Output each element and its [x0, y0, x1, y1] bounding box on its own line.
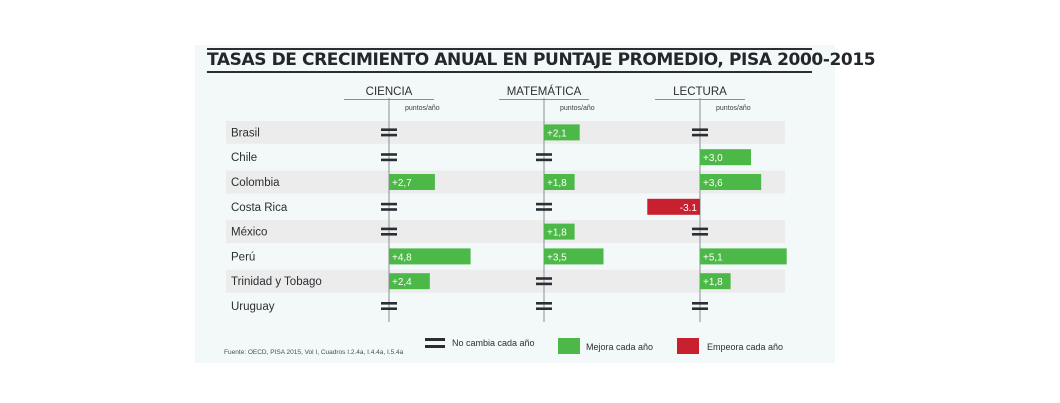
no-change-marker-icon	[381, 202, 397, 206]
no-change-marker-icon	[536, 307, 552, 310]
bar-value-label: +2,4	[392, 277, 412, 288]
bar-matemática	[544, 124, 580, 141]
bar-value-label: +5,1	[703, 252, 723, 263]
legend-equals-icon	[425, 338, 445, 341]
bar-lectura	[700, 174, 762, 190]
category-label: Perú	[231, 251, 255, 263]
no-change-marker-icon	[381, 227, 397, 231]
unit-label: puntos/año	[405, 105, 440, 112]
title-rule-top	[207, 48, 812, 50]
no-change-marker-icon	[536, 153, 552, 156]
no-change-marker-icon	[536, 277, 552, 280]
bar-ciencia	[389, 248, 471, 265]
bar-value-label: +2,7	[392, 178, 412, 189]
no-change-marker-icon	[692, 307, 708, 310]
legend-equals-icon	[425, 345, 445, 348]
bar-ciencia	[389, 273, 430, 290]
no-change-marker-icon	[692, 233, 708, 236]
no-change-marker-icon	[381, 133, 397, 137]
bar-matemática	[544, 223, 575, 240]
bar-lectura	[647, 198, 700, 215]
legend-swatch-worsens	[677, 338, 699, 354]
bar-ciencia	[389, 174, 435, 190]
bar-value-label: +2,1	[547, 128, 567, 139]
bar-lectura	[700, 273, 731, 290]
row-stripe	[226, 170, 785, 194]
no-change-marker-icon	[536, 202, 552, 206]
unit-label: puntos/año	[560, 105, 595, 112]
legend-swatch-improves	[558, 338, 580, 354]
row-stripe	[226, 269, 785, 293]
row-stripe	[226, 121, 785, 144]
bar-value-label: +3,6	[703, 178, 723, 189]
category-label: Costa Rica	[231, 202, 288, 214]
legend-label-no-change: No cambia cada año	[452, 338, 535, 348]
bar-value-label: +1,8	[547, 178, 567, 189]
no-change-marker-icon	[536, 282, 552, 286]
bar-matemática	[544, 174, 575, 190]
bar-value-label: +3,5	[547, 252, 567, 263]
legend-label-worsens: Empeora cada año	[707, 342, 783, 352]
no-change-marker-icon	[381, 128, 397, 131]
bar-matemática	[544, 248, 604, 265]
row-stripe	[226, 220, 785, 243]
column-header-ciencia: CIENCIA	[366, 86, 413, 98]
category-label: Trinidad y Tobago	[231, 276, 322, 288]
no-change-marker-icon	[381, 208, 397, 211]
chart-panel	[195, 45, 835, 363]
bar-value-label: +1,8	[547, 228, 567, 239]
no-change-marker-icon	[536, 158, 552, 162]
no-change-marker-icon	[381, 233, 397, 236]
category-label: Chile	[231, 152, 257, 164]
bar-lectura	[700, 149, 751, 166]
no-change-marker-icon	[381, 153, 397, 156]
column-header-matemática: MATEMÁTICA	[507, 85, 582, 98]
no-change-marker-icon	[692, 128, 708, 131]
bar-value-label: +4,8	[392, 252, 412, 263]
no-change-marker-icon	[536, 208, 552, 211]
no-change-marker-icon	[692, 133, 708, 137]
no-change-marker-icon	[536, 302, 552, 305]
title-rule-bottom	[207, 71, 812, 73]
column-header-lectura: LECTURA	[673, 86, 727, 98]
no-change-marker-icon	[381, 307, 397, 310]
category-label: Colombia	[231, 177, 280, 189]
unit-label: puntos/año	[716, 105, 751, 112]
no-change-marker-icon	[381, 158, 397, 162]
chart-title: TASAS DE CRECIMIENTO ANUAL EN PUNTAJE PR…	[207, 50, 876, 70]
legend-label-improves: Mejora cada año	[586, 342, 653, 352]
bar-lectura	[700, 248, 787, 265]
no-change-marker-icon	[692, 227, 708, 231]
no-change-marker-icon	[692, 302, 708, 305]
bar-value-label: -3.1	[680, 203, 698, 214]
category-label: Uruguay	[231, 301, 275, 313]
category-label: México	[231, 227, 267, 239]
bar-value-label: +1,8	[703, 277, 723, 288]
bar-value-label: +3,0	[703, 153, 723, 164]
no-change-marker-icon	[381, 302, 397, 305]
category-label: Brasil	[231, 127, 260, 139]
source-note: Fuente: OECD, PISA 2015, Vol I, Cuadros …	[224, 349, 404, 356]
